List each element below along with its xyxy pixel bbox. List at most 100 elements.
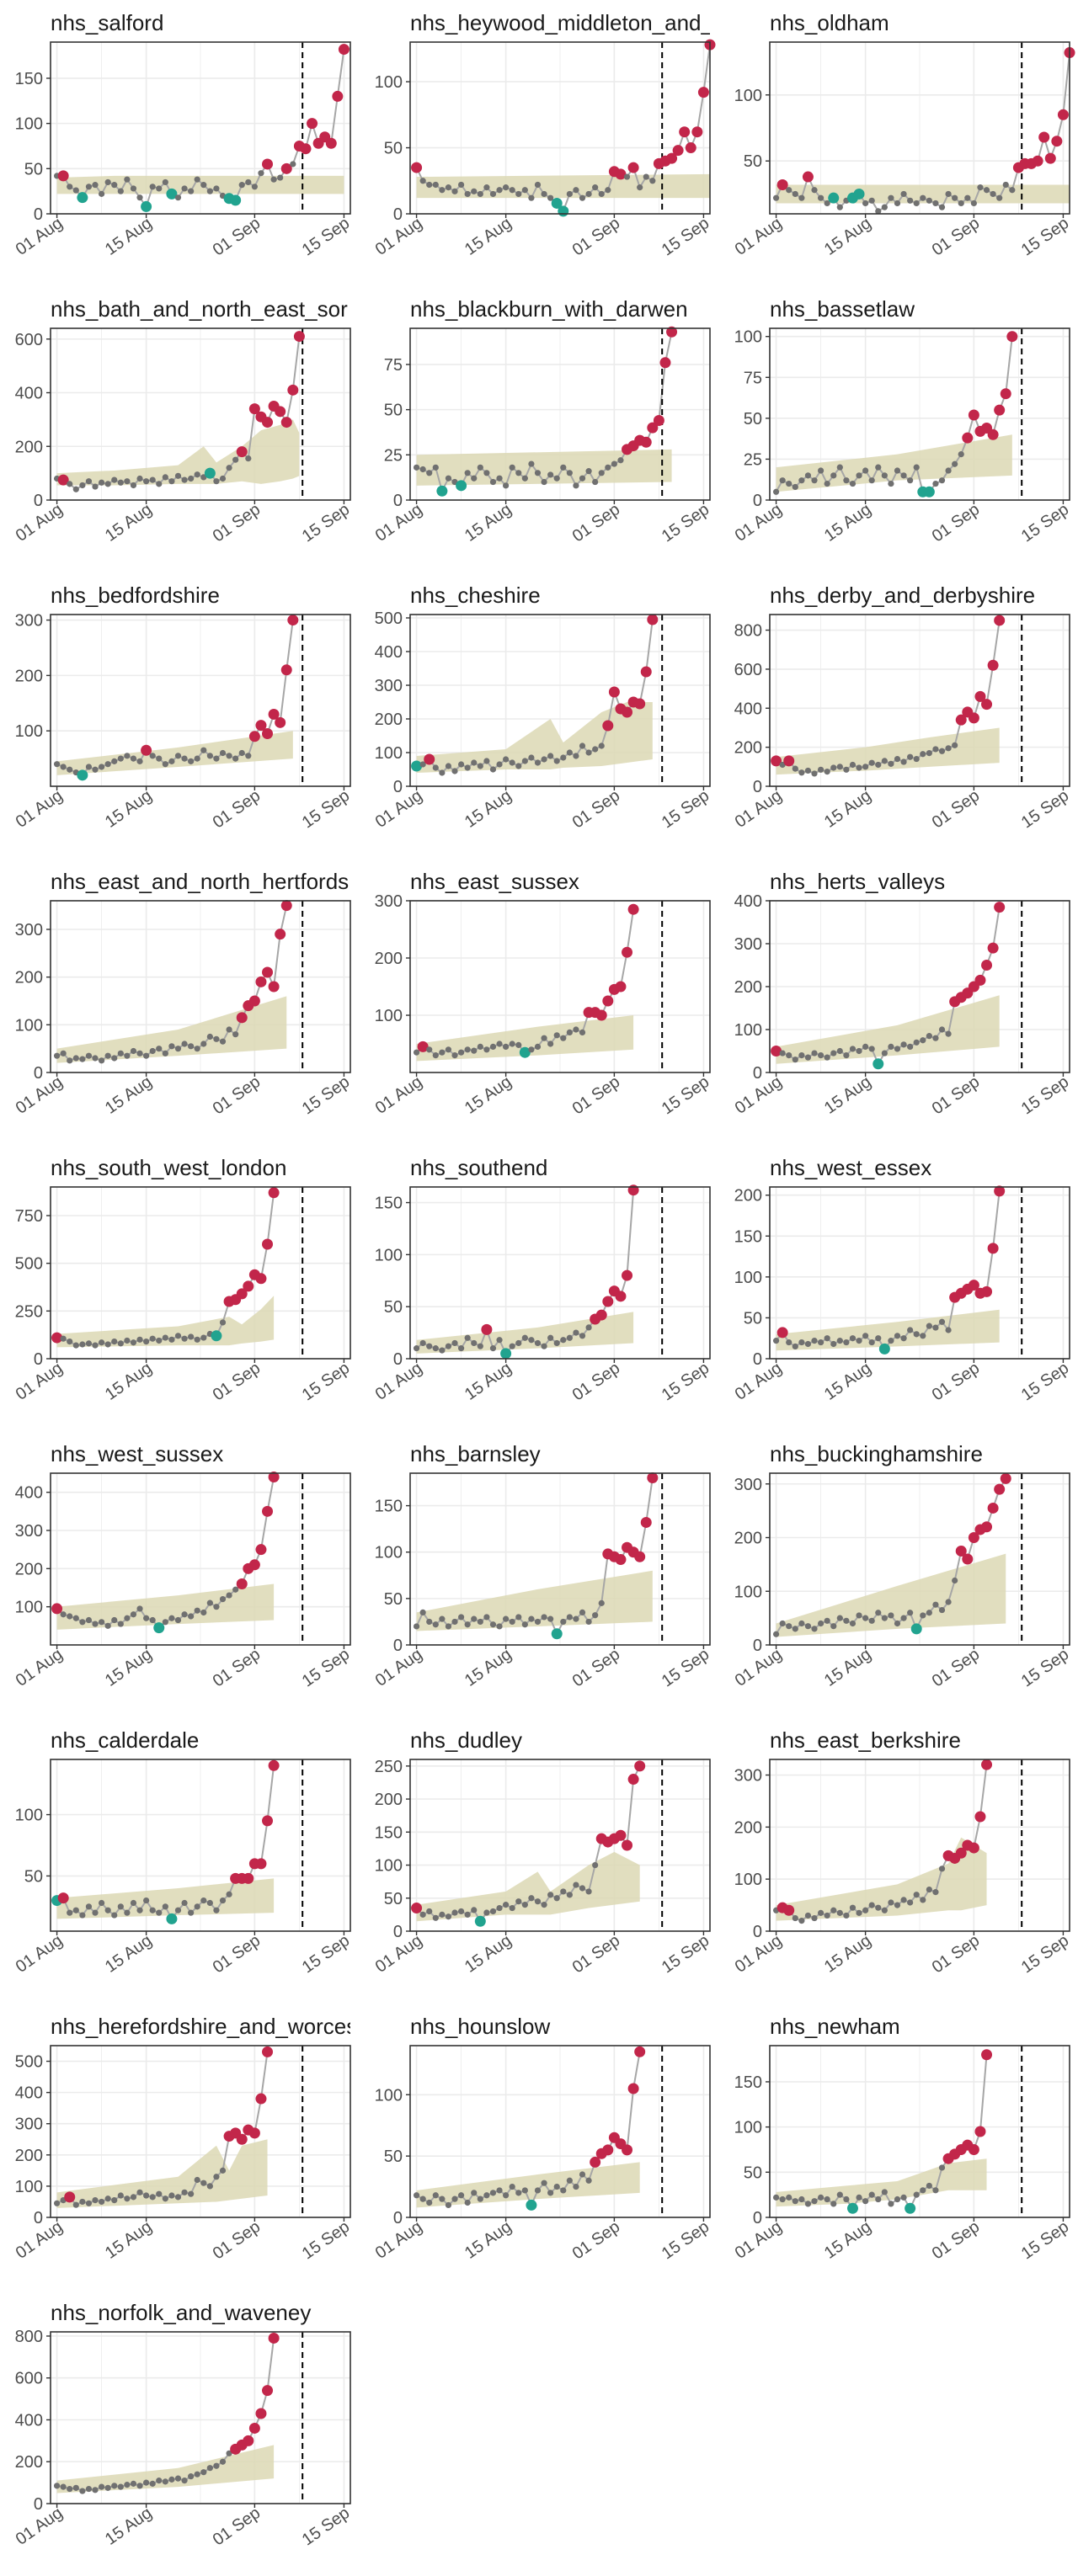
chart-svg: 100 200 300 01 Aug 15 Aug 01 Sep 15 Sep — [13, 612, 354, 833]
data-point — [579, 1333, 586, 1339]
data-point — [804, 472, 812, 479]
data-point — [836, 464, 843, 471]
data-point — [419, 761, 426, 768]
y-tick-label: 100 — [15, 115, 43, 134]
data-point — [258, 170, 264, 177]
high-data-point — [262, 966, 274, 978]
data-point — [849, 761, 857, 769]
data-point — [432, 1052, 439, 1059]
data-point — [566, 1334, 573, 1341]
high-data-point — [255, 720, 267, 732]
y-tick-label: 0 — [393, 1923, 403, 1941]
high-data-point — [268, 2332, 280, 2344]
panel-border — [769, 41, 1070, 215]
data-point — [547, 471, 554, 478]
data-point — [168, 478, 175, 485]
y-tick-label: 100 — [734, 1269, 762, 1287]
panel-border — [769, 1186, 1070, 1360]
data-point — [534, 1618, 542, 1626]
high-data-point — [776, 178, 788, 190]
high-data-point — [275, 716, 286, 728]
x-tick-label: 15 Aug — [102, 1645, 156, 1690]
data-point — [471, 1047, 478, 1054]
data-point — [503, 2192, 510, 2199]
data-point — [528, 754, 535, 761]
high-data-point — [280, 417, 292, 428]
data-point — [496, 1904, 503, 1912]
high-data-point — [994, 1185, 1006, 1197]
data-point — [226, 1592, 232, 1599]
chart-panel: nhs_herts_valleys 0 100 200 300 400 01 Aug 15 A… — [719, 867, 1073, 1145]
high-data-point — [994, 404, 1006, 416]
high-data-point — [248, 403, 260, 415]
data-point — [875, 208, 882, 215]
high-data-point — [634, 1551, 646, 1562]
data-point — [181, 185, 188, 192]
chart-panel: nhs_south_west_london 0 250 500 750 01 Aug 15 … — [0, 1153, 354, 1431]
high-data-point — [622, 706, 633, 718]
data-point — [104, 2195, 111, 2202]
high-data-point — [1032, 155, 1043, 167]
data-point — [926, 1886, 932, 1893]
data-point — [219, 1319, 227, 1326]
y-tick-label: 150 — [15, 70, 43, 88]
chart-title: nhs_blackburn_with_darwen — [410, 296, 688, 322]
chart-title: nhs_southend — [410, 1155, 548, 1180]
high-data-point — [57, 1892, 69, 1904]
expected-range-band — [56, 731, 293, 775]
x-tick-label: 15 Aug — [102, 1072, 156, 1118]
data-point — [907, 1899, 914, 1906]
data-point — [509, 1904, 515, 1912]
high-data-point — [615, 1554, 627, 1566]
x-tick-label: 15 Aug — [462, 500, 515, 546]
high-data-point — [417, 1041, 429, 1052]
high-data-point — [1038, 131, 1050, 143]
y-tick-label: 50 — [384, 2148, 403, 2166]
high-data-point — [615, 1829, 627, 1841]
data-point — [477, 2195, 483, 2202]
chart-title: nhs_heywood_middleton_and_ — [410, 10, 710, 35]
data-point — [817, 1339, 825, 1346]
data-point — [836, 764, 843, 770]
y-tick-label: 200 — [734, 1187, 762, 1206]
data-point — [413, 1345, 420, 1352]
chart-panel: nhs_bedfordshire 100 200 300 01 Aug 15 Aug 01 … — [0, 581, 354, 859]
data-point — [900, 190, 907, 198]
data-point — [451, 188, 458, 194]
x-tick-label: 15 Sep — [299, 2504, 354, 2549]
data-point — [168, 2476, 175, 2483]
data-point — [862, 1333, 869, 1339]
chart-title: nhs_bassetlaw — [770, 296, 915, 322]
data-point — [188, 1613, 195, 1620]
data-point — [489, 478, 497, 486]
data-point — [579, 1029, 586, 1035]
data-point — [143, 478, 150, 485]
high-data-point — [411, 162, 423, 173]
data-point — [104, 1907, 111, 1913]
high-data-point — [248, 1559, 260, 1571]
data-point — [117, 755, 124, 762]
chart-panel: nhs_west_sussex 100 200 300 400 01 Aug 15 Aug 0… — [0, 1440, 354, 1717]
x-tick-label: 15 Sep — [1018, 2217, 1073, 2263]
high-data-point — [262, 2046, 274, 2057]
data-point — [174, 194, 182, 201]
data-point — [188, 475, 195, 482]
data-point — [952, 1577, 958, 1584]
data-point — [471, 188, 478, 194]
x-tick-label: 01 Sep — [569, 214, 624, 259]
data-point — [836, 1909, 843, 1916]
data-point — [194, 2471, 200, 2478]
data-point — [843, 1052, 850, 1059]
data-point — [875, 1610, 882, 1616]
data-point — [426, 1343, 433, 1349]
data-point — [566, 470, 573, 476]
x-tick-label: 15 Aug — [102, 786, 156, 832]
data-point — [98, 764, 105, 770]
data-point — [432, 181, 439, 189]
data-point — [432, 2192, 439, 2199]
